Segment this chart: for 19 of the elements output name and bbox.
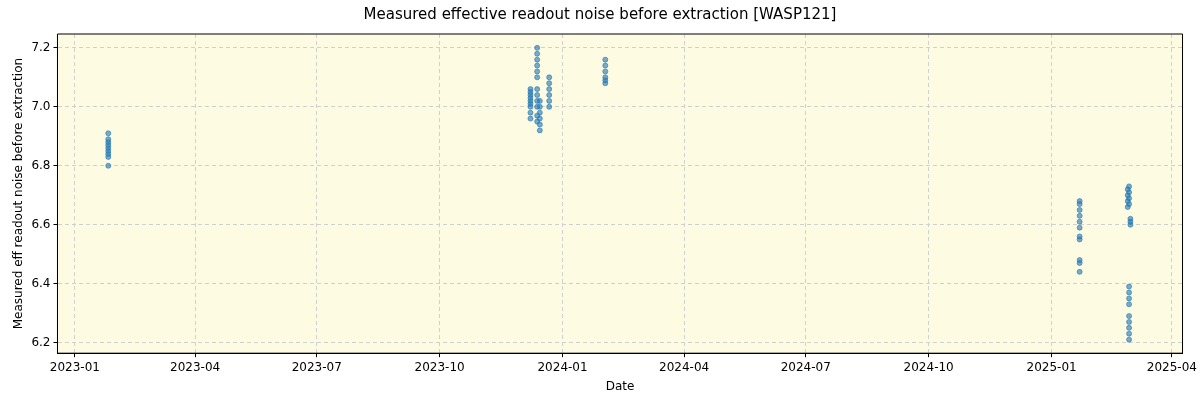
y-tick-label: 6.6 (31, 216, 51, 231)
x-tick-label: 2024-07 (780, 359, 831, 374)
x-tick-label: 2024-04 (659, 359, 710, 374)
y-axis-title: Measured eff readout noise before extraction (11, 57, 26, 330)
chart-title: Measured effective readout noise before extraction [WASP121] (363, 4, 837, 23)
y-tick-label: 6.8 (31, 157, 51, 172)
x-tick-label: 2024-10 (903, 359, 954, 374)
x-tick-label: 2024-01 (537, 359, 588, 374)
x-tick-label: 2023-01 (49, 359, 100, 374)
y-tick-label: 7.0 (31, 98, 51, 113)
x-tick-label: 2023-07 (291, 359, 342, 374)
x-tick-label: 2025-01 (1026, 359, 1077, 374)
x-tick-label: 2025-04 (1146, 359, 1197, 374)
y-tick-label: 7.2 (31, 39, 51, 54)
x-tick-label: 2023-04 (170, 359, 221, 374)
y-tick-label: 6.4 (31, 275, 51, 290)
x-tick-label: 2023-10 (414, 359, 465, 374)
x-axis-title: Date (605, 378, 635, 393)
y-tick-label: 6.2 (31, 334, 51, 349)
